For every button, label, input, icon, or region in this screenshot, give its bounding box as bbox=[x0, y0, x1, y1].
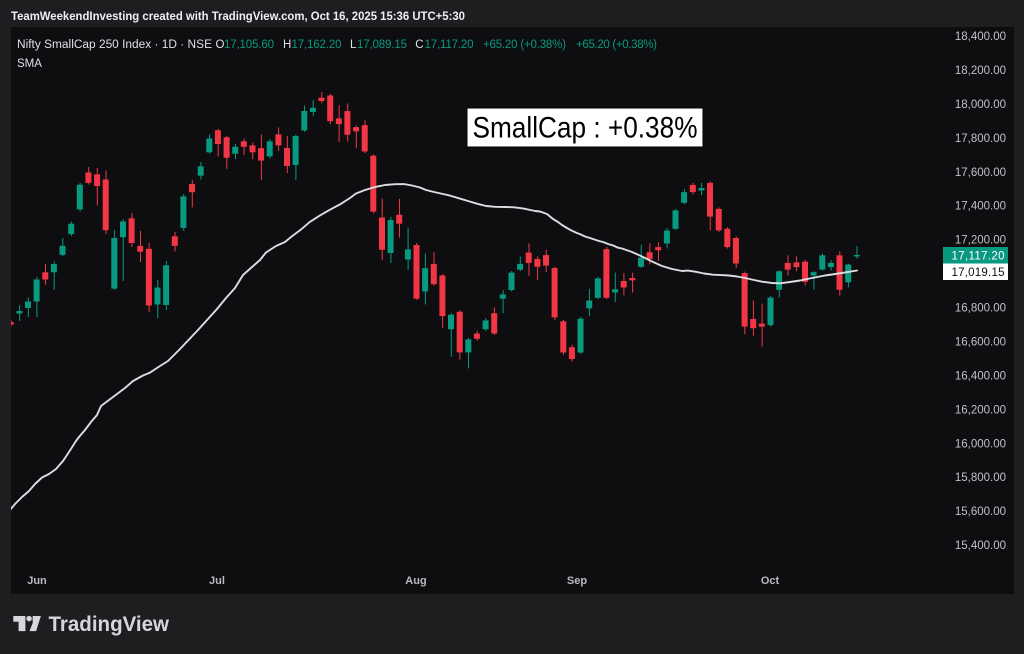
svg-text:17,019.15: 17,019.15 bbox=[952, 267, 1005, 279]
svg-text:17,400.00: 17,400.00 bbox=[955, 201, 1006, 213]
svg-text:SMA: SMA bbox=[17, 58, 42, 70]
svg-text:Oct: Oct bbox=[761, 575, 780, 587]
svg-text:16,000.00: 16,000.00 bbox=[955, 438, 1006, 450]
svg-text:17,089.15: 17,089.15 bbox=[357, 39, 407, 51]
svg-text:H: H bbox=[283, 39, 291, 51]
svg-text:16,200.00: 16,200.00 bbox=[955, 404, 1006, 416]
svg-text:Jun: Jun bbox=[27, 575, 47, 587]
svg-text:16,400.00: 16,400.00 bbox=[955, 370, 1006, 382]
svg-text:Jul: Jul bbox=[209, 575, 225, 587]
svg-text:18,200.00: 18,200.00 bbox=[955, 65, 1006, 77]
svg-text:15,800.00: 15,800.00 bbox=[955, 472, 1006, 484]
svg-text:TradingView: TradingView bbox=[49, 612, 170, 636]
svg-text:15,600.00: 15,600.00 bbox=[955, 506, 1006, 518]
svg-text:17,800.00: 17,800.00 bbox=[955, 133, 1006, 145]
svg-text:Nifty SmallCap 250 Index · 1D: Nifty SmallCap 250 Index · 1D · NSE bbox=[17, 39, 212, 51]
svg-text:17,105.60: 17,105.60 bbox=[224, 39, 274, 51]
svg-text:16,800.00: 16,800.00 bbox=[955, 303, 1006, 315]
svg-text:TeamWeekendInvesting created w: TeamWeekendInvesting created with Tradin… bbox=[11, 9, 465, 23]
svg-text:+65.20 (+0.38%): +65.20 (+0.38%) bbox=[483, 39, 566, 51]
svg-text:17,117.20: 17,117.20 bbox=[952, 251, 1005, 263]
svg-text:16,600.00: 16,600.00 bbox=[955, 337, 1006, 349]
svg-text:18,400.00: 18,400.00 bbox=[955, 31, 1006, 43]
svg-text:17,600.00: 17,600.00 bbox=[955, 167, 1006, 179]
svg-text:+65.20 (+0.38%): +65.20 (+0.38%) bbox=[576, 39, 657, 51]
svg-text:17,200.00: 17,200.00 bbox=[955, 235, 1006, 247]
svg-text:Sep: Sep bbox=[567, 575, 587, 587]
svg-text:C: C bbox=[415, 39, 423, 51]
svg-text:L: L bbox=[350, 39, 357, 51]
svg-text:O: O bbox=[216, 39, 225, 51]
svg-text:Aug: Aug bbox=[405, 575, 426, 587]
svg-text:17,117.20: 17,117.20 bbox=[425, 39, 474, 51]
svg-text:SmallCap : +0.38%: SmallCap : +0.38% bbox=[473, 112, 698, 145]
svg-text:15,400.00: 15,400.00 bbox=[955, 540, 1006, 552]
svg-text:17,162.20: 17,162.20 bbox=[292, 39, 342, 51]
svg-text:18,000.00: 18,000.00 bbox=[955, 99, 1006, 111]
